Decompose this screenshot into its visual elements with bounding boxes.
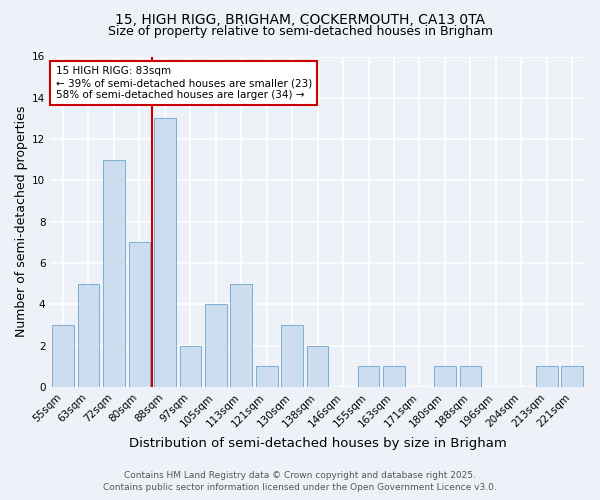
Bar [536,366,557,387]
Bar [205,304,227,387]
Bar [128,242,150,387]
Bar [562,366,583,387]
Bar [460,366,481,387]
Bar [179,346,201,387]
Bar [230,284,252,387]
Text: Size of property relative to semi-detached houses in Brigham: Size of property relative to semi-detach… [107,25,493,38]
Text: 15 HIGH RIGG: 83sqm
← 39% of semi-detached houses are smaller (23)
58% of semi-d: 15 HIGH RIGG: 83sqm ← 39% of semi-detach… [56,66,312,100]
Bar [434,366,456,387]
Y-axis label: Number of semi-detached properties: Number of semi-detached properties [15,106,28,338]
Text: Contains HM Land Registry data © Crown copyright and database right 2025.
Contai: Contains HM Land Registry data © Crown c… [103,471,497,492]
Bar [358,366,379,387]
Text: 15, HIGH RIGG, BRIGHAM, COCKERMOUTH, CA13 0TA: 15, HIGH RIGG, BRIGHAM, COCKERMOUTH, CA1… [115,12,485,26]
Bar [154,118,176,387]
Bar [256,366,278,387]
Bar [52,325,74,387]
Bar [307,346,328,387]
Bar [77,284,99,387]
X-axis label: Distribution of semi-detached houses by size in Brigham: Distribution of semi-detached houses by … [129,437,506,450]
Bar [103,160,125,387]
Bar [383,366,405,387]
Bar [281,325,303,387]
